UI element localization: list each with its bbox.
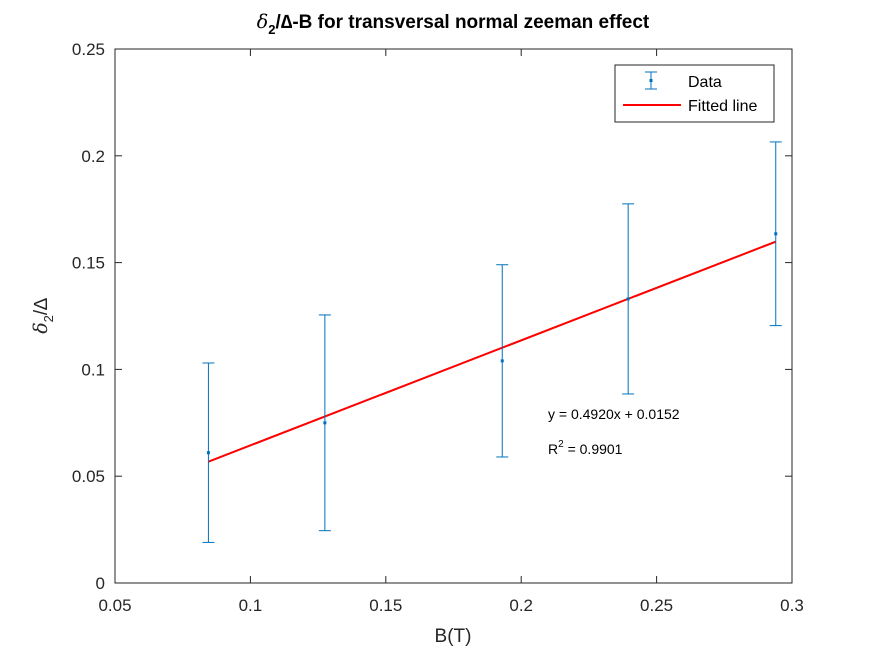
data-point: [622, 203, 635, 395]
data-point: [318, 314, 331, 532]
x-axis-ticks: 0.05 0.1 0.15 0.2 0.25 0.3: [98, 49, 804, 615]
y-label-symbol: δ: [30, 322, 52, 333]
fit-equation: y = 0.4920x + 0.0152: [548, 406, 680, 422]
title-rest: /∆-B for transversal normal zeeman effec…: [275, 12, 649, 33]
y-tick-label: 0.05: [72, 467, 105, 486]
data-point: [769, 141, 782, 327]
r-squared: R2 = 0.9901: [548, 439, 623, 457]
legend: Data Fitted line: [614, 64, 775, 123]
y-axis-ticks: 0 0.05 0.1 0.15 0.2 0.25: [72, 40, 792, 593]
y-tick-label: 0.2: [81, 147, 105, 166]
x-tick-label: 0.1: [239, 596, 263, 615]
title-symbol: δ: [257, 11, 268, 33]
y-tick-label: 0.1: [81, 360, 105, 379]
legend-fit-label: Fitted line: [688, 98, 757, 115]
x-axis-label: B(T): [435, 626, 472, 647]
r2-value: = 0.9901: [564, 441, 623, 457]
r2-superscript: 2: [558, 439, 564, 450]
x-tick-label: 0.25: [640, 596, 673, 615]
legend-box: [614, 64, 775, 123]
title-subscript: 2: [268, 22, 275, 37]
data-point: [496, 264, 509, 458]
x-tick-label: 0.2: [509, 596, 533, 615]
y-tick-label: 0: [96, 574, 105, 593]
x-tick-label: 0.15: [369, 596, 402, 615]
chart-title: δ2/∆-B for transversal normal zeeman eff…: [257, 11, 650, 37]
fitted-line: [208, 240, 777, 463]
fitted-line-layer: [208, 240, 777, 463]
y-tick-label: 0.25: [72, 40, 105, 59]
y-label-rest: /∆: [31, 298, 52, 315]
data-marker: [626, 297, 630, 301]
legend-data-label: Data: [688, 74, 722, 91]
x-tick-label: 0.3: [780, 596, 804, 615]
plot-area: [114, 48, 793, 584]
y-axis-label: δ2/∆: [30, 298, 56, 334]
y-tick-label: 0.15: [72, 254, 105, 273]
x-tick-label: 0.05: [98, 596, 131, 615]
data-errorbars-layer: [202, 141, 782, 543]
data-marker: [323, 421, 327, 425]
y-label-subscript: 2: [41, 315, 56, 322]
data-marker: [500, 359, 504, 363]
r2-prefix: R: [548, 441, 558, 457]
data-point: [202, 362, 215, 543]
data-marker: [774, 232, 778, 236]
data-marker: [206, 451, 210, 455]
legend-data-marker: [645, 71, 657, 90]
